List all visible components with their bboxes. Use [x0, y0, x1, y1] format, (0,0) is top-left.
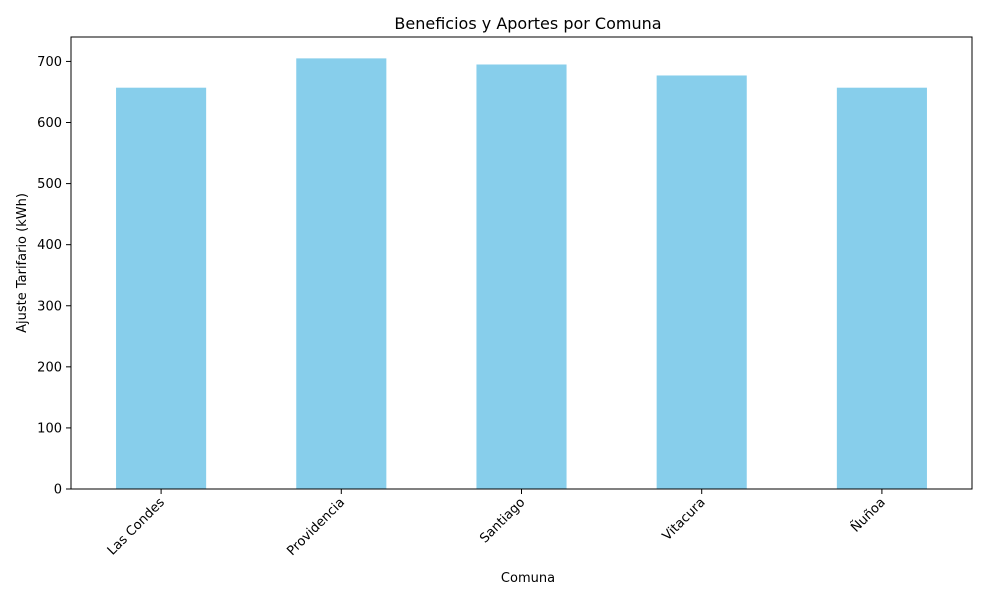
- bar-vitacura: [656, 75, 747, 489]
- x-axis-label: Comuna: [501, 571, 555, 586]
- chart-title: Beneficios y Aportes por Comuna: [394, 14, 661, 33]
- y-tick-label: 0: [54, 483, 62, 498]
- plot-frame: [70, 36, 973, 490]
- y-axis-label: Ajuste Tarifario (kWh): [15, 193, 30, 333]
- y-tick-label: 700: [37, 55, 62, 70]
- bar-las-condes: [116, 87, 207, 489]
- y-tick-label: 200: [37, 360, 62, 375]
- bar-ñuñoa: [836, 87, 927, 489]
- x-tick-label: Ñuñoa: [848, 495, 889, 536]
- y-tick-label: 100: [37, 421, 62, 436]
- bars-group: [116, 58, 927, 490]
- x-axis-ticks: Las Condes Providencia Santiago Vitacura Ñuñ…: [105, 489, 889, 559]
- bar-santiago: [476, 64, 567, 490]
- bar-providencia: [296, 58, 387, 489]
- x-tick-label: Las Condes: [105, 495, 168, 558]
- y-tick-label: 300: [37, 299, 62, 314]
- x-tick-label: Santiago: [477, 495, 528, 546]
- y-axis-ticks: 0 100 200 300 400 500 600 700: [37, 55, 71, 498]
- x-tick-label: Providencia: [284, 495, 348, 559]
- y-tick-label: 400: [37, 238, 62, 253]
- x-tick-label: Vitacura: [660, 495, 709, 544]
- y-tick-label: 600: [37, 116, 62, 131]
- y-tick-label: 500: [37, 177, 62, 192]
